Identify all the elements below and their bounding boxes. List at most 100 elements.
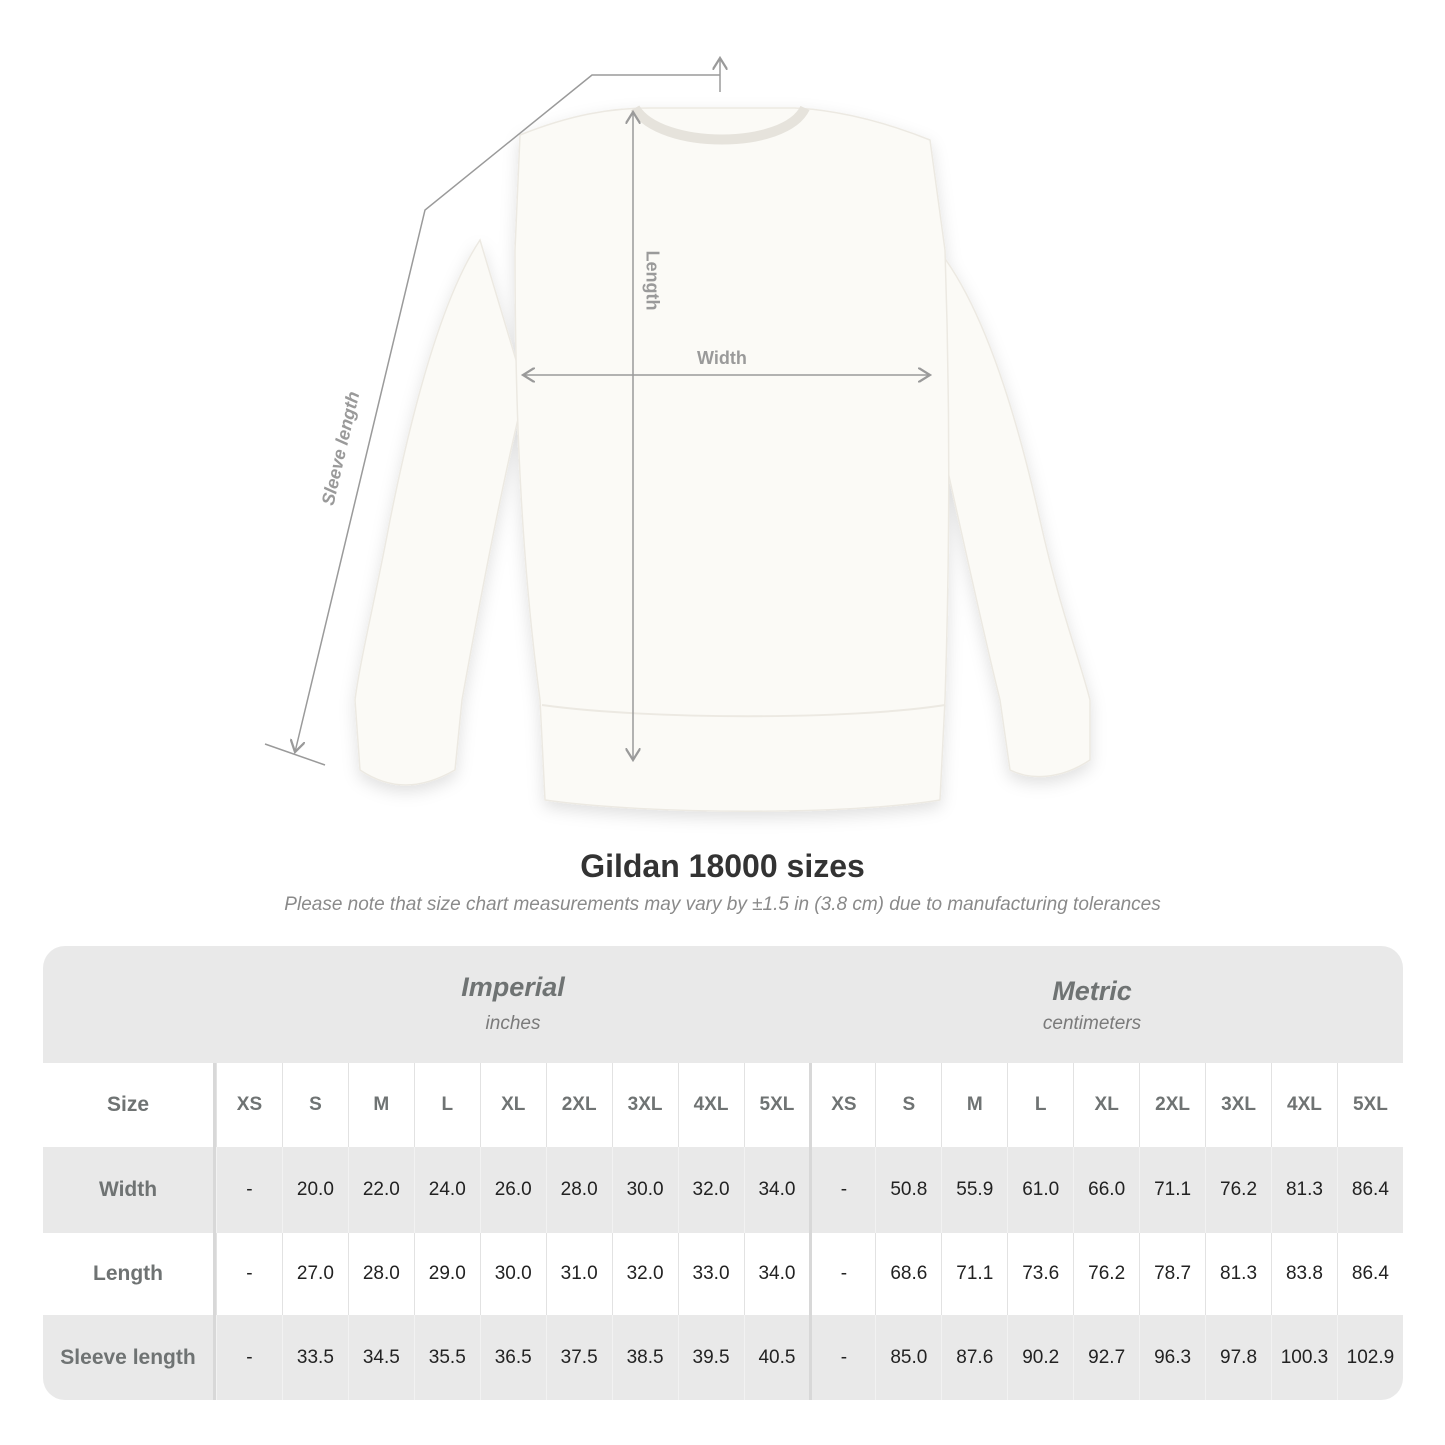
imperial-value-cell: 24.0 [413, 1147, 480, 1233]
collar [630, 104, 810, 145]
imperial-value-cell: 39.5 [677, 1315, 744, 1400]
metric-size-header: L [1007, 1063, 1073, 1147]
unit-header-band [43, 946, 1403, 1063]
metric-value-cell: 86.4 [1336, 1233, 1403, 1315]
imperial-size-header: S [281, 1063, 348, 1147]
metric-value-cell: 102.9 [1336, 1315, 1403, 1400]
imperial-value-cell: 22.0 [347, 1147, 414, 1233]
imperial-value-cell: 34.5 [347, 1315, 414, 1400]
metric-size-header: M [941, 1063, 1007, 1147]
metric-value-cell: 97.8 [1205, 1315, 1271, 1400]
metric-size-header: 2XL [1139, 1063, 1205, 1147]
metric-value-cell: 96.3 [1139, 1315, 1205, 1400]
metric-value-cell: 50.8 [875, 1147, 941, 1233]
sleeve-bottom-tick [264, 743, 326, 766]
imperial-value-cell: - [216, 1147, 282, 1233]
metric-title: Metric [1052, 976, 1132, 1006]
metric-value-cell: - [809, 1147, 875, 1233]
metric-value-cell: 68.6 [875, 1233, 941, 1315]
imperial-size-header: 2XL [545, 1063, 612, 1147]
metric-value-cell: 90.2 [1007, 1315, 1073, 1400]
imperial-size-header: M [347, 1063, 414, 1147]
imperial-title: Imperial [461, 972, 565, 1002]
metric-size-header: 3XL [1205, 1063, 1271, 1147]
size-header-row: Size XS S M L XL 2XL 3XL 4XL 5XL XS S M L XL 2XL 3XL 4XL 5… [43, 1063, 1403, 1147]
imperial-value-cell: 36.5 [479, 1315, 546, 1400]
metric-value-cell: 81.3 [1271, 1147, 1337, 1233]
metric-value-cell: 66.0 [1073, 1147, 1139, 1233]
row-label: Sleeve length [43, 1315, 216, 1400]
imperial-value-cell: 33.5 [281, 1315, 348, 1400]
metric-value-cell: - [809, 1315, 875, 1400]
metric-value-cell: 87.6 [941, 1315, 1007, 1400]
metric-size-header: XL [1073, 1063, 1139, 1147]
imperial-value-cell: 26.0 [479, 1147, 546, 1233]
metric-value-cell: 81.3 [1205, 1233, 1271, 1315]
metric-value-cell: 92.7 [1073, 1315, 1139, 1400]
imperial-value-cell: 30.0 [611, 1147, 678, 1233]
metric-value-cell: 78.7 [1139, 1233, 1205, 1315]
metric-value-cell: 85.0 [875, 1315, 941, 1400]
sweatshirt-illustration [264, 0, 1091, 812]
metric-value-cell: 73.6 [1007, 1233, 1073, 1315]
imperial-value-cell: 20.0 [281, 1147, 348, 1233]
metric-size-header: 4XL [1271, 1063, 1337, 1147]
imperial-size-header: XS [216, 1063, 282, 1147]
metric-value-cell: 100.3 [1271, 1315, 1337, 1400]
metric-value-cell: 71.1 [941, 1233, 1007, 1315]
metric-value-cell: - [809, 1233, 875, 1315]
metric-value-cell: 71.1 [1139, 1147, 1205, 1233]
metric-value-cell: 61.0 [1007, 1147, 1073, 1233]
imperial-value-cell: 27.0 [281, 1233, 348, 1315]
metric-value-cell: 86.4 [1336, 1147, 1403, 1233]
metric-value-cell: 83.8 [1271, 1233, 1337, 1315]
metric-header: Metric centimeters [795, 976, 1389, 1035]
sweatshirt [354, 104, 1091, 812]
page-title: Gildan 18000 sizes [580, 848, 865, 884]
imperial-value-cell: 40.5 [743, 1315, 810, 1400]
measure-lines [264, 58, 930, 766]
row-label: Width [43, 1147, 216, 1233]
size-table: Imperial inches Metric centimeters Size X… [43, 946, 1403, 1400]
imperial-value-cell: 34.0 [743, 1147, 810, 1233]
imperial-size-header: 5XL [743, 1063, 810, 1147]
table-row: Sleeve length -33.5 34.5 35.5 36.5 37.5 38.5 39… [43, 1315, 1403, 1400]
sleeve-line [295, 74, 720, 752]
body [514, 107, 950, 812]
imperial-value-cell: 29.0 [413, 1233, 480, 1315]
imperial-value-cell: 37.5 [545, 1315, 612, 1400]
imperial-value-cell: 32.0 [611, 1233, 678, 1315]
imperial-size-header: L [413, 1063, 480, 1147]
imperial-value-cell: 32.0 [677, 1147, 744, 1233]
width-label: Width [697, 348, 747, 368]
table-row: Length -27.0 28.0 29.0 30.0 31.0 32.0 33.0 34.0-… [43, 1233, 1403, 1315]
imperial-value-cell: - [216, 1315, 282, 1400]
imperial-value-cell: 33.0 [677, 1233, 744, 1315]
row-label: Length [43, 1233, 216, 1315]
metric-size-header: S [875, 1063, 941, 1147]
imperial-size-header: 3XL [611, 1063, 678, 1147]
imperial-value-cell: - [216, 1233, 282, 1315]
imperial-value-cell: 28.0 [545, 1147, 612, 1233]
imperial-size-header: XL [479, 1063, 546, 1147]
imperial-value-cell: 35.5 [413, 1315, 480, 1400]
right-sleeve [929, 238, 1091, 778]
metric-value-cell: 76.2 [1073, 1233, 1139, 1315]
imperial-value-cell: 34.0 [743, 1233, 810, 1315]
imperial-unit: inches [485, 1013, 541, 1034]
table-row: Width -20.0 22.0 24.0 26.0 28.0 30.0 32.0 34.0-5… [43, 1147, 1403, 1233]
imperial-header: Imperial inches [216, 972, 810, 1035]
imperial-value-cell: 30.0 [479, 1233, 546, 1315]
imperial-size-header: 4XL [677, 1063, 744, 1147]
row-label: Size [43, 1063, 216, 1147]
length-label: Length [642, 250, 663, 311]
metric-size-header: XS [809, 1063, 875, 1147]
imperial-value-cell: 28.0 [347, 1233, 414, 1315]
tolerance-note: Please note that size chart measurements… [284, 894, 1161, 915]
metric-unit: centimeters [1042, 1013, 1142, 1034]
imperial-value-cell: 31.0 [545, 1233, 612, 1315]
imperial-value-cell: 38.5 [611, 1315, 678, 1400]
metric-size-header: 5XL [1336, 1063, 1403, 1147]
waistband [541, 704, 946, 718]
left-sleeve [354, 238, 526, 786]
